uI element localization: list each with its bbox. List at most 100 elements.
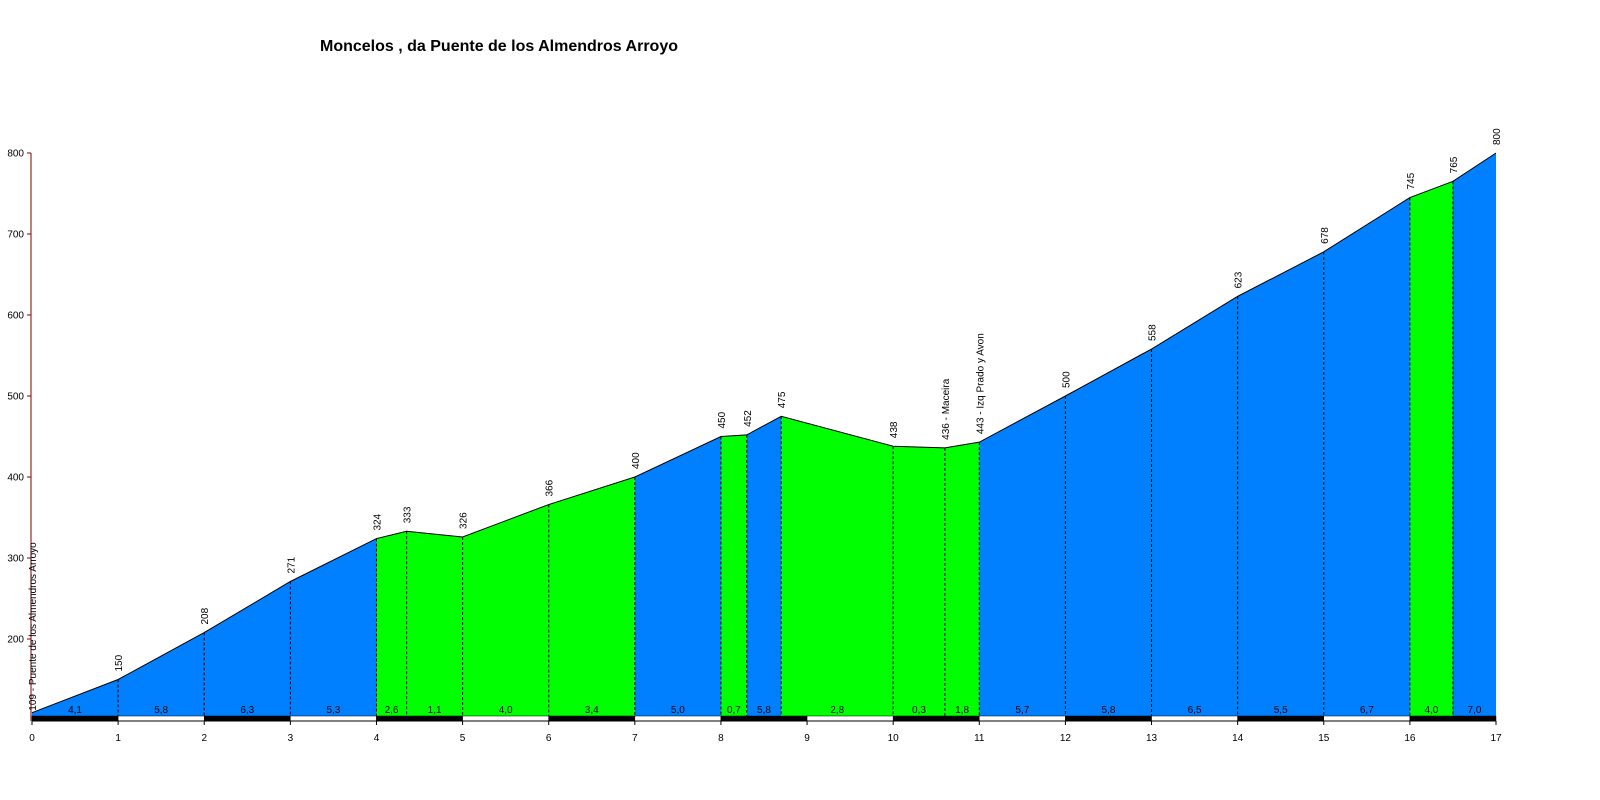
elevation-label: 324	[372, 513, 383, 530]
x-tick-label: 17	[1490, 733, 1502, 744]
gradient-label: 4,0	[499, 705, 513, 716]
km-bar-block	[117, 715, 205, 722]
segment-fill	[1065, 349, 1152, 716]
x-tick-label: 8	[718, 733, 724, 744]
elevation-label: 438	[889, 421, 900, 438]
x-tick-label: 14	[1232, 733, 1244, 744]
segment-fill	[32, 679, 119, 716]
km-bar	[31, 715, 1497, 722]
y-tick-label: 300	[7, 554, 24, 565]
segment-fill	[781, 416, 894, 716]
x-tick-label: 10	[888, 733, 900, 744]
y-tick-label: 600	[7, 311, 24, 322]
km-bar-block	[203, 715, 291, 722]
elevation-label: 678	[1320, 227, 1331, 244]
y-tick-label: 700	[7, 230, 24, 241]
gradient-label: 6,3	[240, 705, 254, 716]
segment-fill	[118, 632, 205, 716]
segment-fill	[1237, 251, 1324, 716]
km-bar-block	[548, 715, 636, 722]
elevation-label: 558	[1148, 324, 1159, 341]
segment-fill	[406, 531, 463, 716]
x-tick-label: 11	[974, 733, 985, 744]
elevation-label: 150	[114, 654, 125, 671]
x-tick-label: 16	[1404, 733, 1416, 744]
gradient-label: 6,5	[1188, 705, 1202, 716]
gradient-label: 4,0	[1424, 705, 1438, 716]
gradient-label: 5,3	[326, 705, 340, 716]
gradient-label: 5,8	[757, 705, 771, 716]
gradient-label: 2,8	[830, 705, 844, 716]
gradient-labels: 4,1 5,8 6,3 5,3 2,6 1,1 4,0 3,4 5,0 0,7 5,8 2,8 0,3 1…	[68, 705, 1482, 716]
elevation-label: 208	[200, 607, 211, 624]
y-tick-label: 200	[7, 635, 24, 646]
elevation-label: 450	[717, 411, 728, 428]
segment-fill	[634, 436, 721, 716]
gradient-label: 1,1	[428, 705, 442, 716]
gradient-label: 5,8	[1102, 705, 1116, 716]
elevation-labels: 109 - Puente de los Almendros Arroyo 150 2…	[28, 128, 1503, 711]
km-bar-block	[806, 715, 894, 722]
profile-outline	[31, 152, 1497, 714]
elevation-label: 333	[403, 506, 414, 523]
segment-fill	[376, 531, 407, 716]
gradient-label: 4,1	[68, 705, 82, 716]
x-tick-label: 1	[115, 733, 121, 744]
segment-fill	[1323, 197, 1410, 717]
segment-fill	[204, 581, 291, 716]
km-bar-block	[1323, 715, 1411, 722]
gradient-label: 7,0	[1468, 705, 1482, 716]
gradient-label: 5,5	[1274, 705, 1288, 716]
gradient-label: 0,7	[727, 705, 741, 716]
x-tick-label: 3	[288, 733, 294, 744]
x-tick-label: 12	[1060, 733, 1072, 744]
elevation-label: 436 - Maceira	[941, 378, 952, 440]
km-bar-block	[31, 715, 119, 722]
elevation-label: 452	[743, 410, 754, 427]
km-bar-block	[720, 715, 808, 722]
km-bar-block	[376, 715, 463, 722]
elevation-label: 475	[777, 391, 788, 408]
km-bar-block	[634, 715, 722, 722]
gradient-label: 5,0	[671, 705, 685, 716]
segment-fill	[290, 538, 377, 716]
elevation-label: 366	[545, 479, 556, 496]
elevation-label: 109 - Puente de los Almendros Arroyo	[28, 542, 39, 711]
segment-dividers	[117, 181, 1454, 716]
x-tick-label: 13	[1146, 733, 1158, 744]
segment-fill	[1452, 153, 1496, 716]
y-tick-label: 400	[7, 473, 24, 484]
x-tick-label: 9	[804, 733, 810, 744]
profile-line	[31, 152, 1497, 714]
segment-fill	[462, 504, 549, 716]
elevation-label: 400	[631, 452, 642, 469]
segment-fill	[548, 477, 635, 716]
gradient-label: 5,7	[1015, 705, 1029, 716]
elevation-label: 745	[1406, 172, 1417, 189]
gradient-label: 3,4	[585, 705, 599, 716]
elevation-label: 443 - Izq Prado y Avon	[975, 333, 986, 434]
gradient-label: 6,7	[1360, 705, 1374, 716]
segment-fill	[979, 396, 1066, 716]
gradient-label: 0,3	[912, 705, 926, 716]
x-tick-label: 5	[460, 733, 466, 744]
x-tick-label: 4	[374, 733, 380, 744]
km-bar-block	[1237, 715, 1325, 722]
x-tick-label: 7	[632, 733, 638, 744]
km-bar-block	[892, 715, 980, 722]
x-tick-label: 2	[201, 733, 207, 744]
elevation-label: 500	[1061, 371, 1072, 388]
segment-fill	[944, 442, 980, 716]
km-bar-block	[290, 715, 377, 722]
segment-fill	[1151, 296, 1238, 716]
elevation-label: 271	[286, 556, 297, 573]
y-tick-label: 800	[7, 149, 24, 160]
km-bar-block	[1409, 715, 1497, 722]
gradient-label: 2,6	[385, 705, 399, 716]
km-bar-block	[462, 715, 549, 722]
segment-fill	[1409, 181, 1453, 717]
x-tick-label: 0	[29, 733, 35, 744]
gradient-label: 1,8	[955, 705, 969, 716]
elevation-label: 326	[459, 512, 470, 529]
